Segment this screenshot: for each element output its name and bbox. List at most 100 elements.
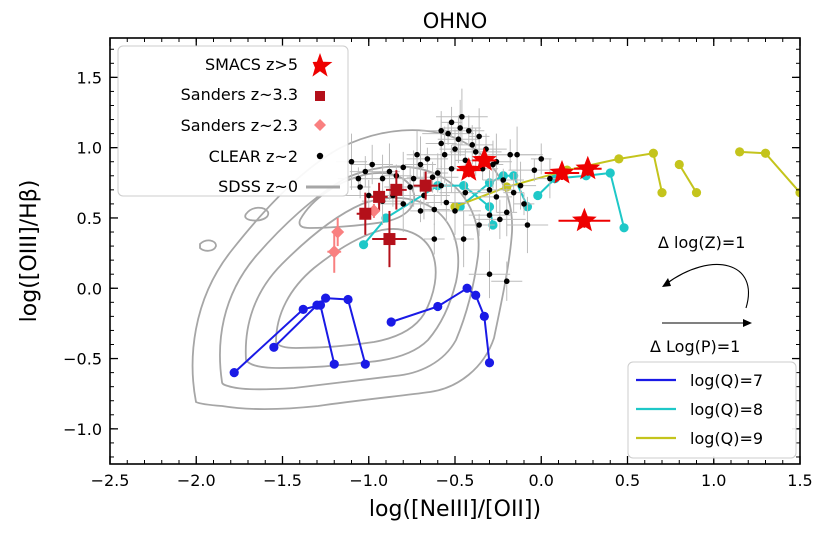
clear-point <box>462 189 469 196</box>
clear-point <box>455 136 462 143</box>
model-grid-point <box>605 168 615 178</box>
clear-point <box>448 165 455 172</box>
clear-point <box>457 125 463 131</box>
clear-point <box>503 209 510 216</box>
legend-label-q8: log(Q)=8 <box>690 400 763 419</box>
model-grid-point <box>691 188 702 198</box>
chart-title: OHNO <box>423 9 488 33</box>
clear-point <box>431 236 438 242</box>
clear-point <box>417 161 424 168</box>
clear-point <box>497 216 503 223</box>
highlight-markers <box>327 147 601 259</box>
clear-point <box>429 174 436 180</box>
sdss-contour-outer <box>191 129 513 410</box>
x-tick-label: −1.5 <box>263 471 302 490</box>
model-grid-point <box>298 304 308 314</box>
clear-point <box>514 151 520 158</box>
x-tick-label: −2.5 <box>91 471 130 490</box>
clear-point <box>500 177 507 183</box>
clear-points <box>335 88 566 301</box>
model-track-line <box>390 287 491 363</box>
delta-z-arrow <box>665 263 749 309</box>
clear-point <box>472 149 479 155</box>
clear-point <box>434 170 441 176</box>
clear-point <box>438 182 445 189</box>
smacs-point <box>472 147 497 171</box>
clear-point <box>486 271 493 277</box>
clear-point <box>486 187 493 193</box>
model-grid-point <box>795 188 800 198</box>
x-tick-label: −2.0 <box>177 471 216 490</box>
model-grid-point <box>533 190 543 201</box>
clear-point <box>507 151 513 158</box>
delta-p-arrowhead <box>743 319 752 327</box>
annotation-delta-z: Δ log(Z)=1 <box>658 233 745 252</box>
legend-diamond-icon <box>314 119 326 131</box>
model-grid-point <box>462 283 472 293</box>
clear-point <box>448 119 455 126</box>
model-grid-point <box>381 213 391 223</box>
model-grid-point <box>471 290 481 300</box>
clear-point <box>400 164 407 171</box>
y-tick-label: 0.0 <box>77 279 102 298</box>
model-grid-point <box>502 182 512 192</box>
clear-point <box>379 175 386 182</box>
clear-point <box>407 184 413 190</box>
clear-point <box>531 167 538 173</box>
clear-point <box>355 175 362 182</box>
model-grid-point <box>760 148 771 158</box>
sanders-33-point <box>359 207 372 220</box>
clear-point <box>547 175 553 182</box>
clear-point <box>400 201 407 207</box>
clear-point <box>503 278 510 285</box>
model-grid-point <box>614 154 624 164</box>
clear-point <box>443 199 450 206</box>
clear-point <box>462 157 469 164</box>
legend-models: log(Q)=7 log(Q)=8 log(Q)=9 <box>627 361 797 459</box>
model-grid-point <box>674 159 684 170</box>
clear-point <box>517 182 524 189</box>
clear-point <box>445 130 451 137</box>
x-tick-label: 0.5 <box>615 471 640 490</box>
x-tick-label: −0.5 <box>436 471 475 490</box>
clear-point <box>424 156 431 162</box>
model-grid-point <box>321 293 331 303</box>
annotation-delta-p: Δ Log(P)=1 <box>650 337 740 356</box>
legend-label-sdss: SDSS z~0 <box>218 177 298 196</box>
x-tick-label: 1.5 <box>787 471 812 490</box>
clear-point <box>431 206 438 213</box>
clear-point <box>362 168 369 175</box>
clear-point <box>466 127 472 134</box>
sdss-contour-islet-2 <box>199 239 217 252</box>
sanders-23-point <box>327 245 341 259</box>
clear-point <box>460 236 467 242</box>
clear-point <box>414 151 420 158</box>
clear-point <box>476 222 482 228</box>
smacs-point <box>549 160 575 184</box>
legend-star-icon <box>312 53 333 77</box>
y-tick-label: −1.0 <box>63 420 102 439</box>
clear-point <box>369 161 376 168</box>
y-tick-label: 1.5 <box>77 68 102 87</box>
sdss-contour-2 <box>219 165 480 391</box>
model-grid-point <box>229 368 239 378</box>
model-grid-point <box>433 301 443 312</box>
model-grid-point <box>269 342 279 352</box>
model-grid-point <box>459 181 469 191</box>
x-tick-label: 0.0 <box>529 471 554 490</box>
model-grid-point <box>657 188 667 198</box>
clear-point <box>493 194 500 200</box>
y-tick-label: 0.5 <box>77 209 102 228</box>
clear-point <box>348 158 355 165</box>
sanders-33-point <box>390 183 403 196</box>
sdss-contours <box>191 129 513 410</box>
legend-label-q7: log(Q)=7 <box>690 371 763 390</box>
x-tick-label: 1.0 <box>701 471 726 490</box>
y-tick-label: 1.0 <box>77 139 102 158</box>
y-axis-label: log([OIII]/Hβ) <box>17 180 42 323</box>
model-grid-point <box>735 147 745 157</box>
legend-samples-box <box>117 45 349 197</box>
legend-label-smacs: SMACS z>5 <box>205 55 298 74</box>
sdss-contour-islet-1 <box>244 206 270 222</box>
smacs-point <box>456 157 482 181</box>
